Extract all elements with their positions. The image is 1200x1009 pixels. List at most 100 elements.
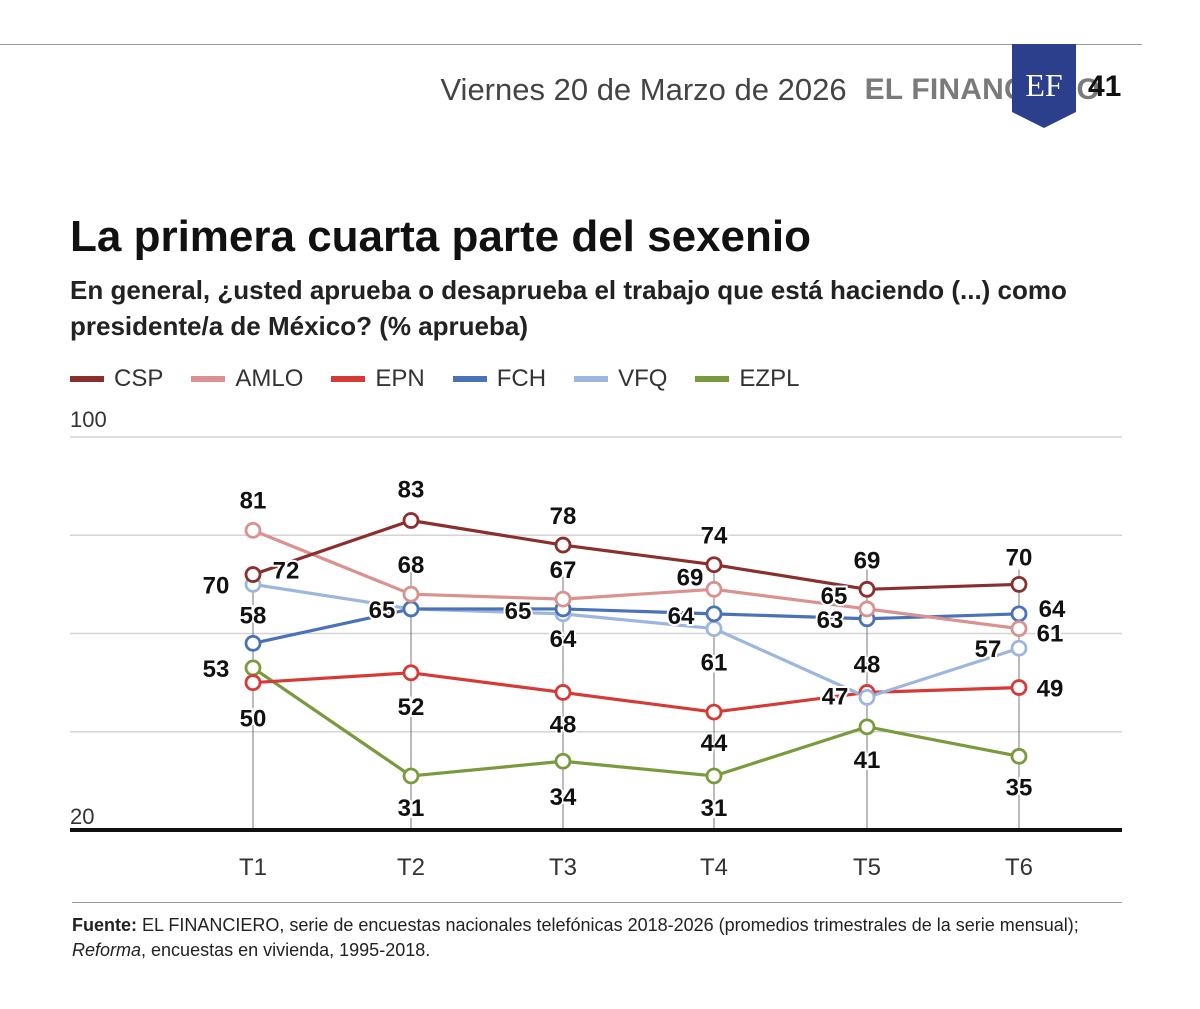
legend-swatch — [191, 376, 226, 382]
legend-label: EPN — [375, 365, 425, 392]
data-label-ezpl: 41 — [854, 747, 881, 774]
data-label-epn: 44 — [701, 730, 728, 757]
data-point-epn — [244, 674, 262, 692]
data-label-vfq: 61 — [701, 650, 728, 677]
series-line-csp — [252, 518, 1020, 591]
series-line-fch — [252, 607, 1020, 645]
source-text-end: , encuestas en vivienda, 1995-2018. — [141, 940, 431, 960]
legend-swatch — [452, 376, 487, 382]
data-label-ezpl: 31 — [398, 795, 425, 822]
data-point-csp — [705, 556, 723, 574]
data-label-amlo: 61 — [1037, 621, 1064, 648]
logo-text: EF — [1025, 67, 1062, 103]
x-tick-label: T4 — [700, 854, 728, 881]
data-label-vfq: 57 — [975, 636, 1002, 663]
y-tick-label: 100 — [70, 407, 107, 432]
data-label-epn: 50 — [240, 706, 267, 733]
series-line-vfq — [252, 582, 1020, 699]
legend-label: FCH — [496, 365, 547, 392]
source-label: Fuente: — [72, 915, 137, 935]
data-point-fch — [705, 605, 723, 623]
data-point-vfq — [1010, 639, 1028, 657]
data-point-ezpl — [858, 718, 876, 736]
x-tick-label: T6 — [1005, 854, 1033, 881]
chart-legend: CSP AMLO EPN FCH VFQ EZPL — [70, 364, 827, 394]
data-point-fch — [402, 600, 420, 618]
data-point-amlo — [402, 585, 420, 603]
data-point-fch — [244, 634, 262, 652]
data-label-amlo: 65 — [821, 583, 848, 610]
data-point-ezpl — [554, 752, 572, 770]
legend-item-epn: EPN — [331, 365, 425, 393]
data-label-amlo: 69 — [677, 564, 704, 591]
legend-swatch — [70, 376, 104, 382]
data-label-amlo: 68 — [398, 552, 425, 579]
data-label-epn: 48 — [854, 651, 881, 678]
x-tick-label: T5 — [853, 854, 881, 881]
series-line-epn — [252, 671, 1020, 714]
legend-swatch — [574, 376, 609, 382]
legend-label: EZPL — [739, 365, 800, 392]
data-label-csp: 69 — [854, 547, 881, 574]
legend-item-ezpl: EZPL — [695, 365, 799, 393]
legend-item-csp: CSP — [70, 365, 163, 393]
data-point-ezpl — [1010, 747, 1028, 765]
legend-label: AMLO — [235, 365, 304, 392]
data-point-amlo — [1010, 620, 1028, 637]
data-point-ezpl — [244, 659, 262, 677]
x-tick-label: T3 — [549, 854, 577, 881]
source-italic: Reforma — [72, 940, 142, 960]
chart-title: La primera cuarta parte del sexenio — [70, 212, 811, 261]
data-point-epn — [705, 703, 723, 721]
data-point-amlo — [554, 590, 572, 608]
series-line-ezpl — [252, 666, 1020, 778]
data-label-epn: 52 — [398, 694, 425, 721]
data-point-vfq — [858, 688, 876, 706]
data-point-csp — [858, 580, 876, 598]
data-point-csp — [1010, 575, 1028, 593]
data-point-epn — [402, 664, 420, 682]
chart-subtitle: En general, ¿usted aprueba o desaprueba … — [70, 275, 1067, 341]
data-label-fch: 65 — [505, 598, 532, 625]
issue-date: Viernes 20 de Marzo de 2026 — [440, 72, 847, 107]
legend-item-amlo: AMLO — [191, 365, 303, 393]
data-label-csp: 78 — [550, 503, 577, 530]
data-label-fch: 58 — [240, 602, 267, 629]
series-line-amlo — [252, 528, 1020, 631]
data-point-ezpl — [402, 767, 420, 785]
data-label-fch: 64 — [1039, 596, 1066, 623]
brand-logo: EF — [1012, 44, 1076, 128]
data-label-ezpl: 31 — [701, 795, 728, 822]
data-label-vfq: 47 — [822, 683, 849, 710]
source-note: Fuente: EL FINANCIERO, serie de encuesta… — [72, 902, 1122, 963]
source-text: EL FINANCIERO, serie de encuestas nacion… — [137, 915, 1079, 935]
legend-label: CSP — [114, 365, 164, 392]
data-label-fch: 64 — [668, 603, 695, 630]
data-label-ezpl: 35 — [1006, 774, 1033, 801]
data-point-csp — [244, 566, 262, 583]
data-point-csp — [554, 536, 572, 554]
data-label-amlo: 67 — [550, 557, 577, 584]
data-point-epn — [1010, 679, 1028, 696]
data-point-epn — [554, 684, 572, 701]
legend-swatch — [695, 376, 730, 382]
data-point-fch — [1010, 605, 1028, 623]
data-label-ezpl: 53 — [203, 656, 230, 683]
data-label-fch: 65 — [369, 597, 396, 624]
data-label-epn: 49 — [1037, 676, 1064, 703]
page-number: 41 — [1088, 70, 1122, 103]
x-tick-label: T1 — [239, 854, 267, 881]
data-label-vfq: 64 — [550, 626, 577, 653]
data-label-csp: 74 — [701, 523, 728, 550]
x-tick-label: T2 — [397, 854, 425, 881]
data-label-ezpl: 34 — [550, 784, 577, 811]
data-label-fch: 63 — [817, 607, 844, 634]
data-point-amlo — [858, 600, 876, 618]
data-label-csp: 70 — [1006, 544, 1033, 571]
y-tick-label: 20 — [70, 804, 94, 829]
data-label-csp: 72 — [273, 558, 300, 585]
data-label-csp: 83 — [398, 477, 425, 504]
legend-item-vfq: VFQ — [574, 365, 667, 393]
legend-label: VFQ — [618, 365, 668, 392]
